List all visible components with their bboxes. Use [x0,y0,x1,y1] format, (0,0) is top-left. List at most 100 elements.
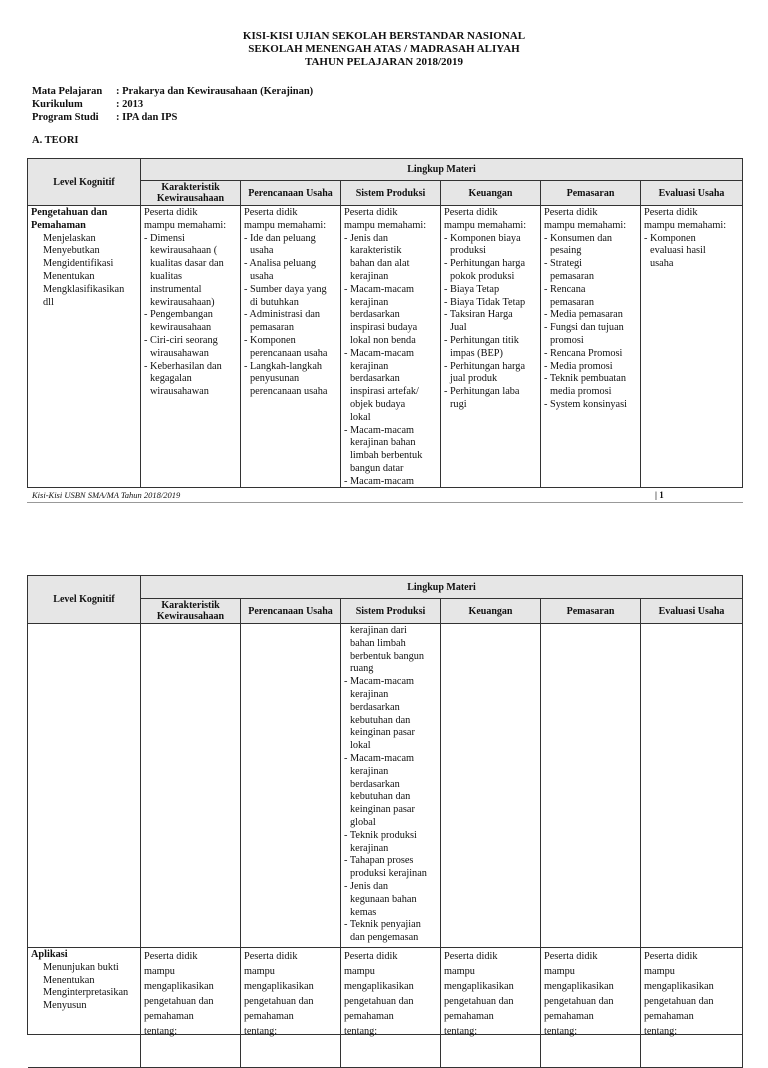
footer-divider [27,502,743,503]
list-item-line: wirausahawan [150,347,209,359]
level-item: Menunjukan bukti [43,961,119,973]
level-item: dll [43,296,54,308]
list-item-line: - Media pemasaran [544,309,623,321]
list-item-line: - Taksiran Harga [444,309,513,321]
intro-line: mampu memahami: [144,219,227,231]
list-item-line: kerajinan bahan [350,437,416,449]
meta-row: Program Studi: IPA dan IPS [32,111,177,124]
list-item-line: - Macam-macam [344,752,415,764]
list-item-line: keinginan pasar [350,727,415,739]
level-title: Pemahaman [31,219,86,231]
list-item-line: kualitas dasar dan [150,258,224,270]
list-item-line: kewirausahaan ( [150,245,218,257]
list-item-line: berdasarkan [350,778,400,790]
list-item-line: - Biaya Tidak Tetap [444,296,526,308]
list-item-line: - Pengembangan [144,309,213,321]
list-item-line: perencanaan usaha [250,347,328,359]
list-item-line: Jual [450,322,467,334]
list-item-line: - System konsinyasi [544,398,627,410]
meta-label: Kurikulum [32,99,83,110]
aplikasi-line: mampu [244,966,275,977]
list-item-line: pemasaran [550,296,595,308]
list-item-line: - Macam-macam [344,347,415,359]
meta-row: Kurikulum : 2013 [32,98,143,111]
list-item-line: - Perhitungan titik [444,334,519,346]
aplikasi-line: mampu [444,966,475,977]
header-column: Sistem Produksi [341,181,441,206]
header-column: Evaluasi Usaha [641,181,743,206]
meta-value: : 2013 [116,99,144,110]
table-page-1: Level Kognitif Lingkup Materi Karakteristi… [27,158,743,488]
list-item-line: inspirasi budaya [350,322,418,334]
list-item-line: produksi [450,245,487,257]
continued-line: bahan limbah [350,637,406,649]
materi-cell: Peserta didik mampu memahami: - Ide dan pe… [241,206,341,488]
aplikasi-line: Peserta didik [244,951,298,962]
intro-line: Peserta didik [644,207,698,218]
empty-cell [141,624,241,948]
list-item-line: inspirasi artefak/ [350,386,419,398]
list-item-line: lokal non benda [350,334,416,346]
list-item-line: - Komponen [644,232,696,244]
list-item-line: - Teknik pembuatan [544,373,627,385]
header-column: Sistem Produksi [341,599,441,624]
list-item-line: - Perhitungan harga [444,258,526,270]
empty-cell [28,624,141,948]
list-item-line: bangun datar [350,462,404,474]
list-item-line: berdasarkan [350,309,400,321]
level-item: Menjelaskan [43,232,96,244]
list-item-line: kewirausahaan [150,322,212,334]
list-item-line: - Keberhasilan dan [144,360,222,372]
aplikasi-line: mengaplikasikan [144,981,214,992]
list-item-line: - Fungsi dan tujuan [544,322,624,334]
aplikasi-line: tentang: [644,1026,678,1037]
list-item-line: - Strategi [544,258,583,270]
level-item: Mengidentifikasi [43,258,114,270]
aplikasi-line: tentang: [444,1026,478,1037]
list-item-line: kerajinan [350,270,389,282]
list-item-line: bahan dan alat [350,258,410,270]
aplikasi-line: Peserta didik [444,951,498,962]
list-item-line: kerajinan [350,688,389,700]
meta-value: : Prakarya dan Kewirausahaan (Kerajinan) [116,86,314,97]
list-item-line: - Jenis dan [344,232,389,244]
meta-row: Mata Pelajaran: Prakarya dan Kewirausaha… [32,85,313,98]
list-item-line: - Teknik produksi [344,829,417,841]
list-item-line: penyusunan [250,373,300,385]
aplikasi-line: mengaplikasikan [344,981,414,992]
list-item-line: kegunaan bahan [350,893,417,905]
intro-line: mampu memahami: [644,219,727,231]
page-number: | 1 [655,490,664,500]
aplikasi-line: mengaplikasikan [544,981,614,992]
list-item-line: - Ide dan peluang [244,232,316,244]
header-column: Keuangan [441,599,541,624]
header-column: Karakteristik Kewirausahaan [141,599,241,624]
intro-line: mampu memahami: [444,219,527,231]
aplikasi-cell: Peserta didik mampu mengaplikasikan pengeta… [241,948,341,1068]
empty-cell [241,624,341,948]
empty-cell [441,624,541,948]
materi-cell: Peserta didik mampu memahami: - Komponen b… [441,206,541,488]
header-lingkup-materi: Lingkup Materi [141,576,743,599]
empty-cell [541,624,641,948]
header-column: Perencanaan Usaha [241,181,341,206]
list-item-line: promosi [550,334,584,346]
list-item-line: - Analisa peluang [244,258,317,270]
list-item-line: di butuhkan [250,296,299,308]
list-item-line: usaha [250,270,274,282]
list-item-line: kebutuhan dan [350,791,411,803]
meta-value: : IPA dan IPS [116,112,178,123]
list-item-line: - Langkah-langkah [244,360,323,372]
level-item: Menyebutkan [43,245,100,257]
list-item-line: usaha [650,258,674,270]
aplikasi-line: pengetahuan dan [344,996,414,1007]
table-page-2: Level Kognitif Lingkup Materi Karakteristi… [27,575,743,1068]
header-column: Perencanaan Usaha [241,599,341,624]
aplikasi-level-cell: Aplikasi Menunjukan bukti Menentukan Mengin… [28,948,141,1068]
intro-line: Peserta didik [244,207,298,218]
list-item-line: - Macam-macam [344,424,415,436]
intro-line: mampu memahami: [544,219,627,231]
intro-line: Peserta didik [344,207,398,218]
list-item-line: instrumental [150,283,202,295]
list-item-line: - Komponen [244,334,296,346]
